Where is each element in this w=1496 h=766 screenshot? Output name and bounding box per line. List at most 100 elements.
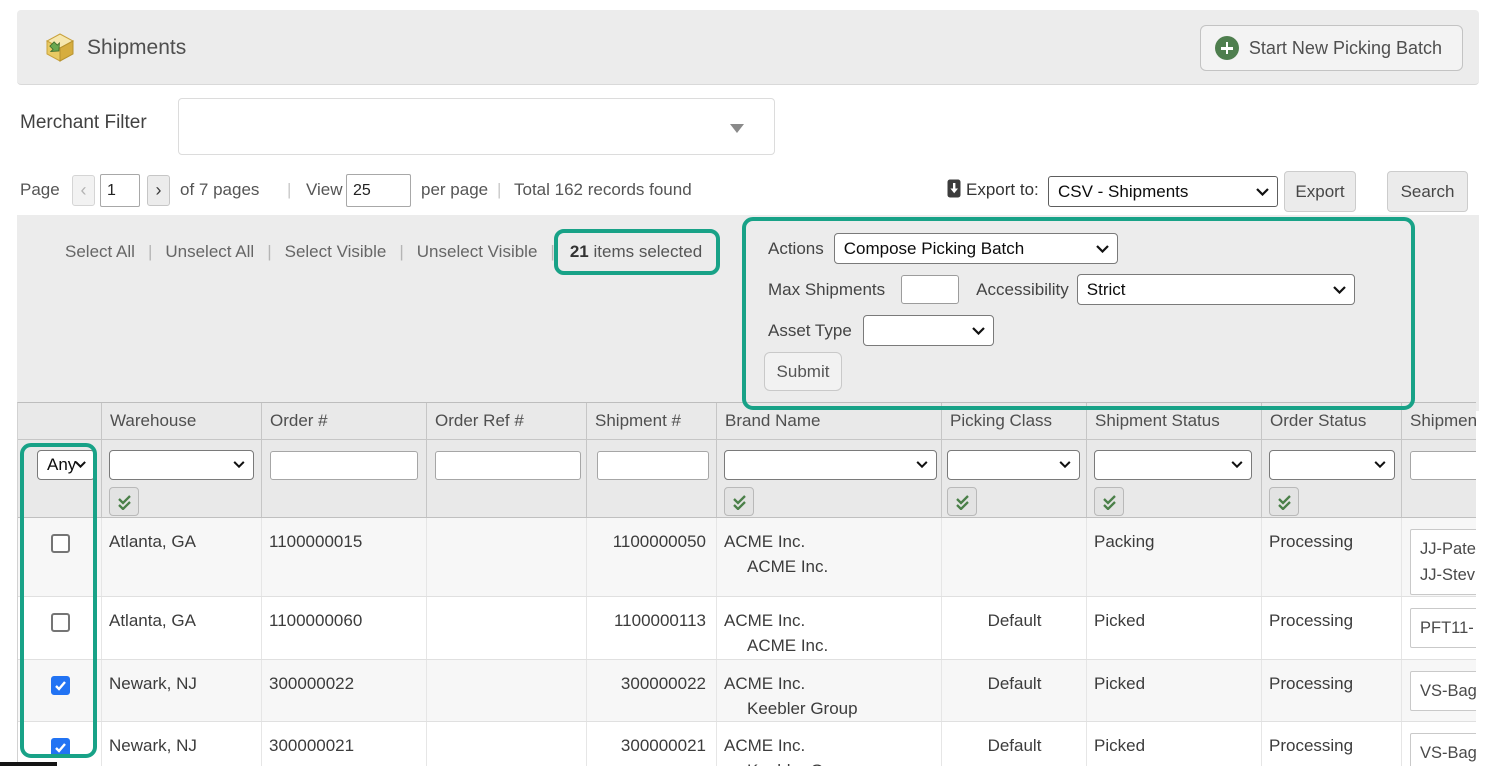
picking-class-filter-select[interactable] <box>947 450 1080 480</box>
shipments-table: Warehouse Order # Order Ref # Shipment #… <box>17 402 1476 766</box>
cell-order-ref <box>426 597 586 659</box>
apply-picking-class-filter-button[interactable] <box>947 487 977 516</box>
search-button[interactable]: Search <box>1387 171 1468 212</box>
cell-shipment-status: Packing <box>1086 518 1261 596</box>
apply-warehouse-filter-button[interactable] <box>109 487 139 516</box>
table-header-row: Warehouse Order # Order Ref # Shipment #… <box>18 403 1476 440</box>
cell-shipment: 300000021 <box>586 722 716 766</box>
cell-brand: ACME Inc. Keebler Group <box>716 722 941 766</box>
accessibility-select[interactable]: Strict <box>1077 274 1355 305</box>
table-row: Newark, NJ 300000022 300000022 ACME Inc.… <box>18 660 1476 722</box>
apply-shipment-status-filter-button[interactable] <box>1094 487 1124 516</box>
divider: | <box>148 242 152 262</box>
start-new-picking-batch-button[interactable]: Start New Picking Batch <box>1200 25 1463 71</box>
per-page-input[interactable] <box>346 174 411 207</box>
header-shipment-items: Shipment <box>1401 403 1476 439</box>
apply-brand-filter-button[interactable] <box>724 487 754 516</box>
cell-shipment-items: VS-Bag <box>1401 722 1476 766</box>
header-brand-name: Brand Name <box>716 403 941 439</box>
total-records-label: Total 162 records found <box>514 180 692 200</box>
brand-line-1: ACME Inc. <box>724 611 935 631</box>
cell-shipment-items: VS-Bag <box>1401 660 1476 721</box>
submit-button[interactable]: Submit <box>764 352 842 391</box>
shipment-filter-input[interactable] <box>597 451 709 480</box>
chevron-down-icon <box>1231 461 1243 468</box>
row-match-filter-select[interactable]: Any <box>37 450 95 480</box>
double-check-icon <box>1101 493 1118 510</box>
screen-edge-artifact <box>0 762 57 766</box>
double-check-icon <box>1276 493 1293 510</box>
page-header-bar: Shipments Start New Picking Batch <box>17 10 1479 85</box>
brand-filter-select[interactable] <box>724 450 937 480</box>
cell-picking-class: Default <box>941 722 1086 766</box>
actions-select[interactable]: Compose Picking Batch <box>834 233 1118 264</box>
warehouse-filter-select[interactable] <box>109 450 254 480</box>
cell-brand: ACME Inc. Keebler Group <box>716 660 941 721</box>
row-checkbox[interactable] <box>51 676 70 695</box>
chevron-down-icon <box>916 461 928 468</box>
page-number-input[interactable] <box>100 174 140 207</box>
asset-type-select[interactable] <box>863 315 994 346</box>
package-icon <box>44 32 76 64</box>
shipment-items-filter-input[interactable] <box>1410 451 1476 480</box>
unselect-visible-link[interactable]: Unselect Visible <box>417 242 538 262</box>
shipment-item-chip[interactable]: JJ-Pate JJ-Stev <box>1410 529 1476 595</box>
chevron-down-icon <box>1256 188 1269 196</box>
cell-shipment-status: Picked <box>1086 722 1261 766</box>
cell-shipment-items: JJ-Pate JJ-Stev <box>1401 518 1476 596</box>
shipment-item-chip[interactable]: VS-Bag <box>1410 733 1476 766</box>
order-ref-filter-input[interactable] <box>435 451 581 480</box>
cell-brand: ACME Inc. ACME Inc. <box>716 518 941 596</box>
cell-warehouse: Atlanta, GA <box>101 597 261 659</box>
export-format-select[interactable]: CSV - Shipments <box>1048 176 1278 207</box>
apply-order-status-filter-button[interactable] <box>1269 487 1299 516</box>
items-selected-count: 21 items selected <box>568 242 704 262</box>
asset-type-label: Asset Type <box>768 321 852 341</box>
shipment-status-filter-select[interactable] <box>1094 450 1252 480</box>
cell-order-ref <box>426 660 586 721</box>
table-row: Newark, NJ 300000021 300000021 ACME Inc.… <box>18 722 1476 766</box>
header-checkbox-column <box>18 403 101 439</box>
shipments-page: Shipments Start New Picking Batch Mercha… <box>0 0 1496 766</box>
table-filter-row: Any <box>18 440 1476 518</box>
table-row: Atlanta, GA 1100000015 1100000050 ACME I… <box>18 518 1476 597</box>
cell-shipment-items: PFT11- <box>1401 597 1476 659</box>
cell-brand: ACME Inc. ACME Inc. <box>716 597 941 659</box>
merchant-filter-select[interactable] <box>178 98 775 155</box>
chevron-down-icon <box>972 327 985 335</box>
prev-page-button[interactable]: ‹ <box>72 175 95 206</box>
divider: | <box>399 242 403 262</box>
page-title: Shipments <box>87 10 186 85</box>
double-check-icon <box>731 493 748 510</box>
header-picking-class: Picking Class <box>941 403 1086 439</box>
of-pages-label: of 7 pages <box>180 180 259 200</box>
cell-order-status: Processing <box>1261 722 1401 766</box>
next-page-button[interactable]: › <box>147 175 170 206</box>
unselect-all-link[interactable]: Unselect All <box>165 242 254 262</box>
chevron-down-icon <box>233 461 245 468</box>
brand-line-1: ACME Inc. <box>724 674 935 694</box>
shipment-item-chip[interactable]: PFT11- <box>1410 608 1476 648</box>
chevron-down-icon <box>1374 461 1386 468</box>
order-status-filter-select[interactable] <box>1269 450 1395 480</box>
divider: | <box>267 242 271 262</box>
order-filter-input[interactable] <box>270 451 418 480</box>
max-shipments-input[interactable] <box>901 275 959 304</box>
chip-line: JJ-Stev <box>1420 562 1476 588</box>
row-checkbox[interactable] <box>51 613 70 632</box>
brand-line-2: ACME Inc. <box>724 636 935 656</box>
brand-line-1: ACME Inc. <box>724 532 935 552</box>
cell-order: 1100000015 <box>261 518 426 596</box>
shipment-item-chip[interactable]: VS-Bag <box>1410 671 1476 711</box>
pagination-bar: Page ‹ › of 7 pages | View per page | To… <box>0 168 1496 214</box>
row-checkbox[interactable] <box>51 738 70 757</box>
chip-line: VS-Bag <box>1420 740 1476 766</box>
row-checkbox[interactable] <box>51 534 70 553</box>
select-all-link[interactable]: Select All <box>65 242 135 262</box>
header-shipment-status: Shipment Status <box>1086 403 1261 439</box>
select-visible-link[interactable]: Select Visible <box>285 242 387 262</box>
chevron-down-icon <box>1333 286 1346 294</box>
export-button[interactable]: Export <box>1284 171 1356 212</box>
start-new-picking-batch-label: Start New Picking Batch <box>1249 38 1442 59</box>
check-icon <box>53 678 68 693</box>
